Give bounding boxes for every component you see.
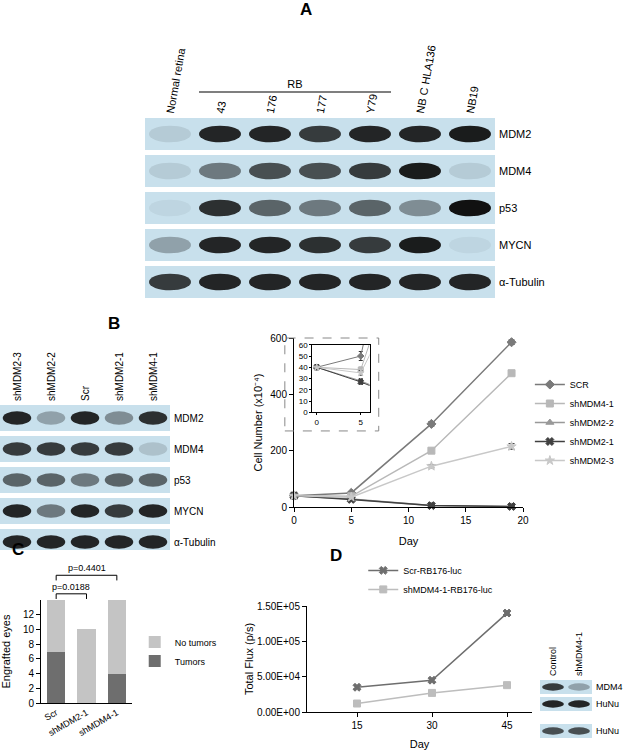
html-text:B: B xyxy=(108,314,121,333)
svg-text:Y79: Y79 xyxy=(364,93,379,114)
svg-text:15: 15 xyxy=(351,720,363,731)
svg-text:0: 0 xyxy=(281,502,287,513)
svg-text:Day: Day xyxy=(399,535,419,547)
svg-text:α-Tubulin: α-Tubulin xyxy=(174,537,216,548)
svg-text:20: 20 xyxy=(299,386,308,395)
svg-text:MDM4: MDM4 xyxy=(499,165,531,177)
svg-text:10: 10 xyxy=(403,515,415,526)
svg-text:MDM2: MDM2 xyxy=(174,413,204,424)
svg-text:NB19: NB19 xyxy=(464,85,481,114)
svg-text:p53: p53 xyxy=(174,475,191,486)
svg-text:shMDM4-1: shMDM4-1 xyxy=(574,632,584,676)
svg-text:43: 43 xyxy=(214,100,228,114)
svg-text:p=0.4401: p=0.4401 xyxy=(68,563,106,573)
svg-text:No tumors: No tumors xyxy=(175,638,217,648)
svg-text:60: 60 xyxy=(299,341,308,350)
svg-text:30: 30 xyxy=(426,720,438,731)
svg-text:0: 0 xyxy=(291,515,297,526)
svg-text:MDM2: MDM2 xyxy=(499,128,531,140)
svg-text:5.00E+04: 5.00E+04 xyxy=(257,671,301,682)
svg-text:10: 10 xyxy=(299,397,308,406)
svg-text:0: 0 xyxy=(303,408,308,417)
svg-text:30: 30 xyxy=(299,374,308,383)
svg-text:Scr-RB176-luc: Scr-RB176-luc xyxy=(403,566,462,576)
svg-text:MYCN: MYCN xyxy=(499,239,531,251)
svg-text:5: 5 xyxy=(348,515,354,526)
svg-text:p=0.0188: p=0.0188 xyxy=(52,582,90,592)
svg-text:1.00E+05: 1.00E+05 xyxy=(257,636,301,647)
svg-text:RB: RB xyxy=(287,78,302,90)
svg-text:shMDM4-1: shMDM4-1 xyxy=(77,707,120,738)
svg-text:Cell Number (x10⁻⁴): Cell Number (x10⁻⁴) xyxy=(252,374,264,472)
svg-text:Normal retina: Normal retina xyxy=(164,46,187,114)
svg-text:8: 8 xyxy=(28,639,34,650)
svg-text:15: 15 xyxy=(460,515,472,526)
svg-text:20: 20 xyxy=(517,515,529,526)
svg-text:Scr: Scr xyxy=(43,707,60,722)
svg-text:MYCN: MYCN xyxy=(174,506,203,517)
svg-text:shMDM4-1-RB176-luc: shMDM4-1-RB176-luc xyxy=(403,585,493,595)
html-text:D: D xyxy=(330,546,343,565)
svg-text:600: 600 xyxy=(270,333,287,344)
svg-text:shMDM2-1: shMDM2-1 xyxy=(114,352,125,401)
svg-text:shMDM2-3: shMDM2-3 xyxy=(12,352,23,401)
svg-text:Control: Control xyxy=(548,647,558,676)
svg-text:MDM4: MDM4 xyxy=(596,682,623,692)
svg-text:NB C HLA136: NB C HLA136 xyxy=(414,44,438,114)
svg-text:shMDM2-2: shMDM2-2 xyxy=(570,418,614,428)
svg-text:shMDM4-1: shMDM4-1 xyxy=(148,352,159,401)
svg-text:shMDM4-1: shMDM4-1 xyxy=(570,399,614,409)
svg-text:shMDM2-3: shMDM2-3 xyxy=(570,456,614,466)
svg-text:400: 400 xyxy=(270,389,287,400)
svg-text:45: 45 xyxy=(501,720,513,731)
svg-text:HuNu: HuNu xyxy=(596,726,619,736)
svg-text:10: 10 xyxy=(23,624,35,635)
svg-text:Day: Day xyxy=(410,738,430,750)
svg-text:Total Flux (p/s): Total Flux (p/s) xyxy=(243,623,255,695)
svg-text:SCR: SCR xyxy=(570,380,590,390)
svg-text:200: 200 xyxy=(270,445,287,456)
svg-text:HuNu: HuNu xyxy=(596,699,619,709)
svg-text:1.50E+05: 1.50E+05 xyxy=(257,601,301,612)
svg-text:2: 2 xyxy=(28,683,34,694)
svg-text:5: 5 xyxy=(359,418,364,427)
svg-text:0: 0 xyxy=(28,698,34,709)
svg-text:shMDM2-1: shMDM2-1 xyxy=(47,707,90,738)
svg-text:176: 176 xyxy=(264,94,279,114)
svg-text:12: 12 xyxy=(23,609,35,620)
svg-text:50: 50 xyxy=(299,352,308,361)
svg-text:p53: p53 xyxy=(499,202,517,214)
svg-text:4: 4 xyxy=(28,668,34,679)
svg-text:MDM4: MDM4 xyxy=(174,444,204,455)
svg-text:shMDM2-1: shMDM2-1 xyxy=(570,437,614,447)
svg-text:α-Tubulin: α-Tubulin xyxy=(499,276,545,288)
svg-text:6: 6 xyxy=(28,653,34,664)
svg-text:Scr: Scr xyxy=(80,385,91,401)
svg-text:shMDM2-2: shMDM2-2 xyxy=(46,352,57,401)
svg-text:Engrafted eyes: Engrafted eyes xyxy=(0,614,12,688)
svg-text:0: 0 xyxy=(314,418,319,427)
svg-text:0.00E+00: 0.00E+00 xyxy=(257,707,301,718)
svg-text:40: 40 xyxy=(299,363,308,372)
html-text:A: A xyxy=(300,0,313,19)
svg-text:177: 177 xyxy=(314,94,329,114)
html-text:C: C xyxy=(12,540,25,559)
svg-text:Tumors: Tumors xyxy=(175,657,206,667)
